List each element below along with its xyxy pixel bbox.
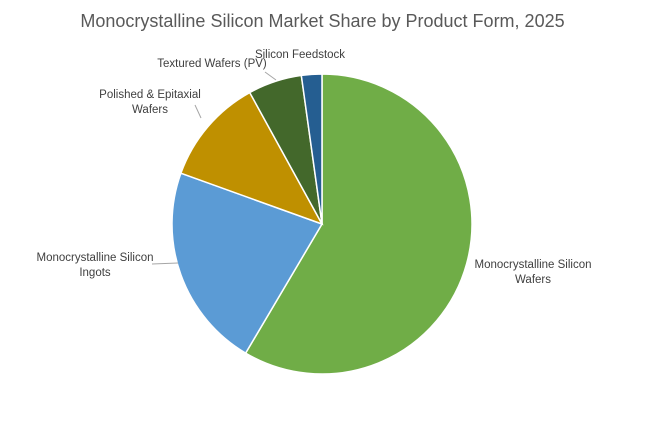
- data-label-monocrystalline-silicon-wafers: Monocrystalline Silicon Wafers: [475, 259, 592, 286]
- leader-line-polished-epitaxial-wafers: [194, 104, 202, 119]
- pie-slice-monocrystalline-silicon-ingots: [171, 172, 324, 355]
- pie-slice-monocrystalline-silicon-wafers: [244, 73, 473, 375]
- pie-slice-silicon-feedstock: [300, 73, 323, 225]
- data-label-monocrystalline-silicon-ingots: Monocrystalline Silicon Ingots: [37, 252, 154, 279]
- pie-slice-polished-epitaxial-wafers: [179, 91, 324, 226]
- chart-title: Monocrystalline Silicon Market Share by …: [80, 11, 565, 31]
- leader-line-monocrystalline-silicon-ingots: [151, 262, 179, 265]
- leader-line-textured-wafers-pv: [264, 71, 277, 81]
- data-label-polished-epitaxial-wafers: Polished & Epitaxial Wafers: [99, 89, 201, 116]
- data-label-silicon-feedstock: Silicon Feedstock: [255, 49, 345, 61]
- data-label-textured-wafers-pv: Textured Wafers (PV): [157, 58, 267, 70]
